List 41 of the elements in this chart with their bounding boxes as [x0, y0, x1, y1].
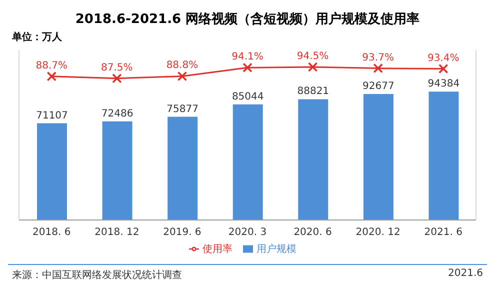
chart-title: 2018.6-2021.6 网络视频（含短视频）用户规模及使用率	[74, 10, 421, 28]
data-label: 71107	[36, 110, 68, 122]
point	[373, 63, 383, 74]
point	[308, 62, 318, 72]
data-label: 88.8%	[166, 60, 198, 72]
data-label: 94.5%	[296, 51, 329, 62]
text: 单位：万人	[12, 30, 62, 44]
bar	[428, 92, 459, 220]
legend-label: 用户规模	[256, 244, 296, 255]
data-label: 87.5%	[101, 62, 133, 74]
x-tick-label: 2018. 12	[94, 227, 140, 238]
data-label: 75877	[166, 104, 198, 115]
x-tick-label: 2020. 3	[228, 227, 267, 238]
bar	[168, 116, 198, 220]
point	[242, 62, 252, 73]
x-tick-label: 2020. 12	[356, 227, 400, 238]
bar	[363, 94, 394, 220]
bar	[102, 121, 132, 220]
point	[112, 73, 122, 84]
x-tick-label: 2019. 6	[163, 227, 202, 238]
x-tick-label: 2018. 6	[32, 227, 71, 238]
data-label: 93.7%	[362, 52, 394, 64]
data-label: 92677	[362, 80, 394, 92]
data-label: 88821	[297, 86, 330, 98]
data-label: 93.4%	[427, 52, 460, 64]
point	[177, 71, 188, 82]
point	[46, 71, 57, 82]
bar	[232, 104, 263, 220]
legend-label: 使用率	[202, 244, 232, 255]
data-label: 88.7%	[36, 60, 68, 72]
bar	[298, 99, 328, 220]
x-tick-label: 2021. 6	[424, 227, 462, 238]
x-tick-label: 2020. 6	[294, 227, 332, 238]
data-label: 94384	[428, 78, 460, 90]
text: 2021.6	[448, 268, 483, 281]
data-label: 94.1%	[232, 52, 264, 63]
data-label: 72486	[101, 108, 134, 120]
point	[438, 64, 448, 74]
bar	[37, 123, 67, 220]
source-note: 来源：中国互联网络发展状况统计调查	[12, 268, 182, 282]
data-label: 85044	[232, 91, 264, 102]
